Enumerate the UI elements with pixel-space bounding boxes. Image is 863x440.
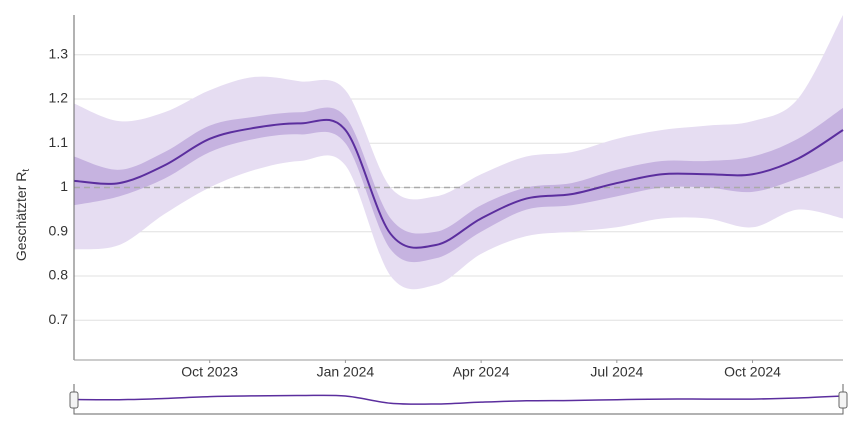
y-tick-label: 1 (60, 178, 68, 194)
line (73, 118, 844, 249)
x-tick-label: Jan 2024 (317, 364, 375, 380)
navigator-line (73, 394, 844, 405)
navigator-handle (838, 391, 848, 409)
y-tick-label: 1.3 (49, 46, 69, 62)
x-tick-label: Oct 2023 (181, 364, 238, 380)
y-axis-label-sub: t (21, 169, 32, 172)
inner-band (74, 107, 843, 263)
y-axis-label: Geschätzter Rt (13, 169, 32, 261)
outer-band (74, 15, 843, 290)
y-axis-label-main: Geschätzter R (13, 172, 29, 261)
y-tick-label: 0.7 (49, 311, 69, 327)
navigator-handle (69, 391, 79, 409)
y-tick-label: 0.8 (49, 267, 69, 283)
y-tick-label: 1.2 (49, 90, 69, 106)
y-tick-label: 0.9 (49, 222, 69, 238)
x-tick-label: Apr 2024 (453, 364, 510, 380)
x-tick-label: Oct 2024 (724, 364, 781, 380)
x-tick-label: Jul 2024 (590, 364, 643, 380)
y-tick-label: 1.1 (49, 134, 69, 150)
